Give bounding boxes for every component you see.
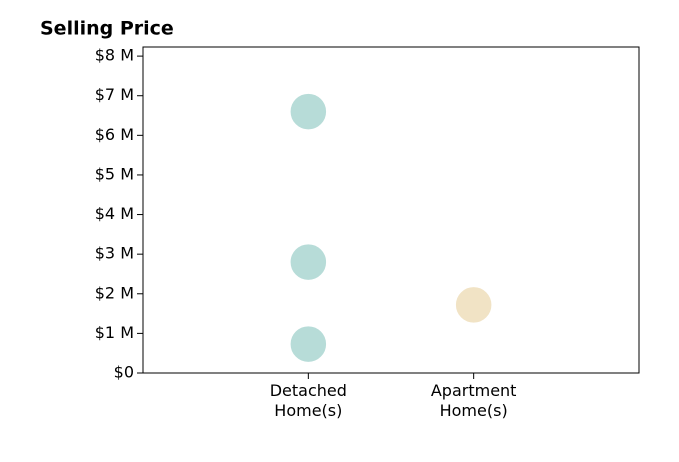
point	[290, 244, 327, 280]
y-tick-label: $5 M	[95, 164, 134, 183]
y-tick-label: $1 M	[95, 323, 134, 342]
y-tick-label: $0	[114, 363, 134, 382]
plot-frame	[142, 46, 640, 374]
x-tick-label: Detached Home(s)	[269, 381, 347, 420]
y-tick-label: $7 M	[95, 85, 134, 104]
y-tick-label: $6 M	[95, 125, 134, 144]
y-tick-label: $3 M	[95, 244, 134, 263]
x-tick-label: Apartment Home(s)	[430, 381, 517, 420]
point	[455, 287, 492, 323]
point	[290, 93, 327, 130]
point	[290, 326, 327, 362]
y-tick-label: $2 M	[95, 283, 134, 302]
y-tick-label: $4 M	[95, 204, 134, 223]
y-tick-label: $8 M	[95, 46, 134, 65]
chart-title: Selling Price	[40, 18, 174, 40]
